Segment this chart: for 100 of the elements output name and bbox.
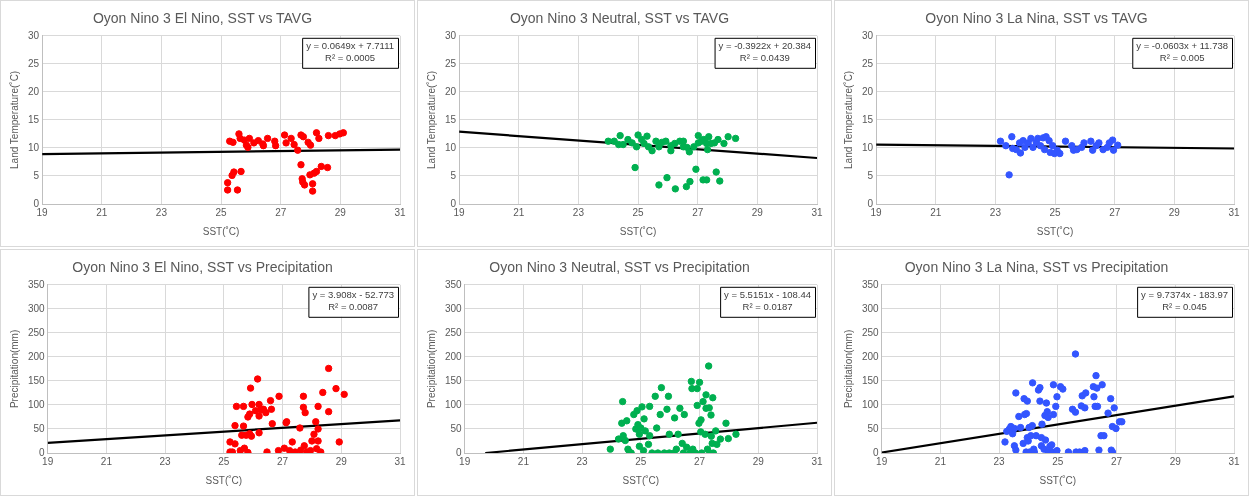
y-tick-label: 20 — [28, 85, 40, 97]
chart-title: Oyon Nino 3 La Nina, SST vs Precipitation — [904, 259, 1169, 276]
y-tick-label: 50 — [33, 422, 46, 434]
y-tick-label: 15 — [28, 113, 40, 125]
y-tick-label: 0 — [39, 446, 46, 458]
x-tick-label: 31 — [394, 455, 406, 467]
y-tick-label: 250 — [28, 326, 46, 338]
annotation: R² = 0.045 — [1162, 301, 1207, 313]
y-tick-label: 300 — [445, 302, 463, 314]
y-tick-label: 200 — [445, 350, 463, 362]
y-axis-title: Land Temperature(˚C) — [425, 70, 437, 169]
annotation: R² = 0.0087 — [328, 301, 379, 313]
y-tick-label: 150 — [445, 374, 463, 386]
annotation: y = 3.908x - 52.773 — [312, 289, 395, 301]
x-tick-label: 29 — [334, 206, 347, 218]
x-tick-label: 29 — [752, 455, 765, 467]
x-tick-label: 25 — [635, 455, 647, 467]
annotation: y = 9.7374x - 183.97 — [1141, 289, 1228, 301]
y-tick-label: 0 — [33, 197, 40, 209]
annotation: R² = 0.0187 — [742, 301, 793, 313]
x-tick-label: 25 — [632, 206, 645, 218]
y-tick-label: 30 — [862, 29, 874, 41]
y-tick-label: 350 — [862, 278, 880, 290]
x-tick-label: 19 — [453, 206, 466, 218]
x-tick-label: 21 — [96, 206, 108, 218]
x-axis-title: SST(˚C) — [205, 474, 243, 486]
x-tick-label: 31 — [394, 206, 406, 218]
y-tick-label: 250 — [862, 326, 880, 338]
y-tick-label: 100 — [28, 398, 46, 410]
x-tick-label: 29 — [751, 206, 764, 218]
x-tick-label: 25 — [1052, 455, 1064, 467]
y-tick-label: 20 — [862, 85, 874, 97]
y-axis-title: Land Temperature(˚C) — [842, 70, 854, 169]
x-tick-label: 27 — [1109, 206, 1121, 218]
x-tick-label: 25 — [218, 455, 230, 467]
x-tick-label: 25 — [1049, 206, 1062, 218]
annotation: y = 0.0649x + 7.7111 — [306, 40, 394, 52]
y-axis-title: Land Temperature(˚C) — [8, 70, 20, 169]
x-tick-label: 29 — [1168, 206, 1181, 218]
y-axis-title: Precipitation(mm) — [842, 329, 854, 409]
y-tick-label: 150 — [862, 374, 880, 386]
x-tick-label: 23 — [993, 455, 1006, 467]
y-tick-label: 10 — [445, 141, 457, 153]
x-tick-label: 21 — [100, 455, 113, 467]
x-tick-label: 19 — [42, 455, 54, 467]
annotation: R² = 0.0005 — [325, 52, 376, 64]
y-tick-label: 0 — [456, 446, 463, 458]
y-tick-label: 100 — [862, 398, 880, 410]
x-axis-title: SST(˚C) — [619, 225, 657, 237]
y-tick-label: 0 — [873, 446, 880, 458]
y-tick-label: 50 — [867, 422, 880, 434]
annotation: y = -0.3922x + 20.384 — [718, 40, 811, 52]
x-axis-title: SST(˚C) — [622, 474, 660, 486]
y-axis-title: Precipitation(mm) — [425, 329, 437, 409]
x-tick-label: 27 — [1111, 455, 1123, 467]
annotation: R² = 0.0439 — [739, 52, 790, 64]
x-axis-title: SST(˚C) — [1039, 474, 1077, 486]
x-tick-label: 27 — [275, 206, 287, 218]
y-tick-label: 25 — [445, 57, 457, 69]
x-tick-label: 23 — [572, 206, 585, 218]
y-tick-label: 150 — [28, 374, 46, 386]
x-tick-label: 29 — [335, 455, 348, 467]
chart-title: Oyon Nino 3 Neutral, SST vs Precipitation — [489, 259, 750, 276]
y-tick-label: 20 — [445, 85, 457, 97]
y-tick-label: 50 — [450, 422, 463, 434]
chart-title: Oyon Nino 3 El Nino, SST vs Precipitation — [72, 259, 333, 276]
y-tick-label: 10 — [862, 141, 874, 153]
y-tick-label: 0 — [867, 197, 874, 209]
x-tick-label: 23 — [155, 206, 168, 218]
x-tick-label: 27 — [692, 206, 704, 218]
y-tick-label: 0 — [450, 197, 457, 209]
x-tick-label: 25 — [215, 206, 228, 218]
chart-title: Oyon Nino 3 La Nina, SST vs TAVG — [925, 10, 1148, 27]
y-tick-label: 5 — [450, 169, 457, 181]
y-tick-label: 25 — [862, 57, 874, 69]
x-tick-label: 23 — [989, 206, 1002, 218]
x-tick-label: 19 — [876, 455, 888, 467]
y-tick-label: 250 — [445, 326, 463, 338]
y-tick-label: 100 — [445, 398, 463, 410]
x-tick-label: 29 — [1169, 455, 1182, 467]
x-tick-label: 19 — [459, 455, 471, 467]
y-tick-label: 300 — [862, 302, 880, 314]
x-tick-label: 27 — [694, 455, 706, 467]
x-tick-label: 19 — [36, 206, 49, 218]
x-tick-label: 21 — [513, 206, 525, 218]
x-tick-label: 21 — [934, 455, 947, 467]
x-tick-label: 23 — [576, 455, 589, 467]
y-tick-label: 5 — [33, 169, 40, 181]
annotation: y = -0.0603x + 11.738 — [1136, 40, 1228, 52]
y-tick-label: 5 — [867, 169, 874, 181]
x-tick-label: 19 — [870, 206, 883, 218]
x-tick-label: 31 — [811, 455, 823, 467]
y-tick-label: 25 — [28, 57, 40, 69]
chart-title: Oyon Nino 3 Neutral, SST vs TAVG — [509, 10, 730, 27]
y-tick-label: 10 — [28, 141, 40, 153]
x-tick-label: 21 — [930, 206, 942, 218]
annotation: y = 5.5151x - 108.44 — [724, 289, 811, 301]
x-tick-label: 21 — [517, 455, 530, 467]
x-tick-label: 31 — [1228, 455, 1240, 467]
y-tick-label: 15 — [862, 113, 874, 125]
